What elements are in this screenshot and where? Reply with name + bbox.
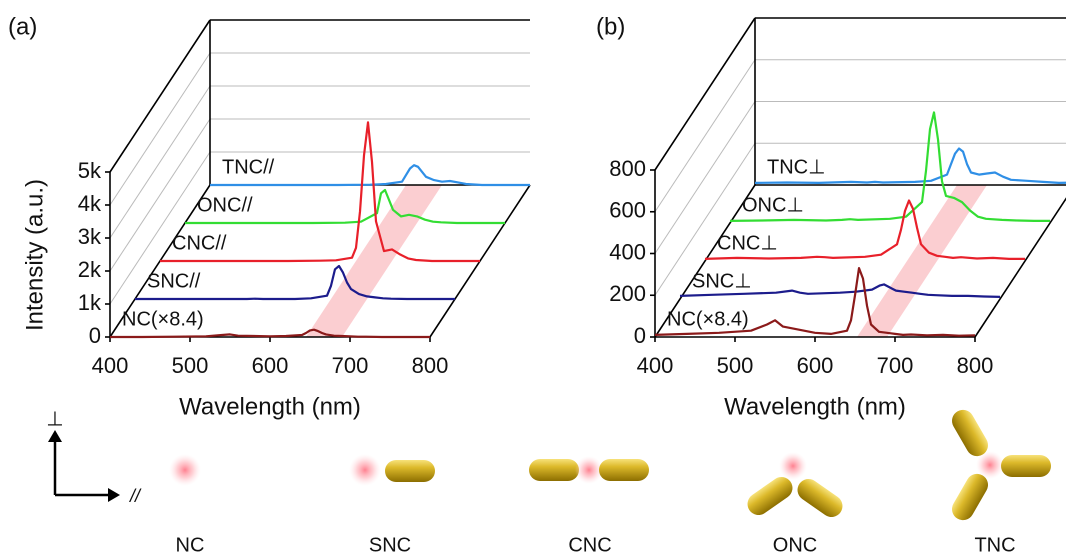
- grid-line: [655, 102, 755, 254]
- nc-sphere: [779, 452, 807, 480]
- structure-label: TNC: [974, 534, 1015, 555]
- x-tick-label: 400: [637, 353, 674, 378]
- series-label: SNC⊥: [692, 270, 752, 292]
- y-tick-label: 600: [609, 198, 646, 223]
- y-tick-label: 2k: [78, 257, 102, 282]
- grid-line: [655, 60, 755, 212]
- x-tick-label: 700: [877, 353, 914, 378]
- series-label: NC(×8.4): [667, 308, 749, 330]
- frame-edge: [655, 18, 755, 170]
- page: (a) (b) Intensity (a.u.) Wavelength (nm)…: [0, 0, 1066, 555]
- y-tick-label: 800: [609, 156, 646, 181]
- structure-label: CNC: [568, 534, 611, 555]
- structure-label: SNC: [369, 534, 411, 555]
- gold-rod: [385, 460, 435, 482]
- gold-rod: [793, 475, 847, 522]
- gold-rod: [599, 459, 649, 481]
- x-tick-label: 600: [252, 353, 289, 378]
- gold-rod: [743, 473, 797, 520]
- parallel-symbol: //: [128, 486, 142, 506]
- x-tick-label: 800: [957, 353, 994, 378]
- grid-line: [110, 86, 210, 238]
- y-axis-title: Intensity (a.u.): [21, 179, 48, 331]
- x-tick-label: 800: [412, 353, 449, 378]
- series-label: TNC⊥: [767, 156, 826, 178]
- spectrum-line: [110, 330, 430, 337]
- y-tick-label: 400: [609, 239, 646, 264]
- nc-sphere: [169, 454, 201, 486]
- x-tick-label: 400: [92, 353, 129, 378]
- nc-sphere: [349, 454, 381, 486]
- series-label: TNC//: [222, 156, 275, 178]
- y-tick-label: 0: [89, 323, 101, 348]
- x-axis-title: Wavelength (nm): [724, 393, 906, 420]
- y-tick-label: 200: [609, 281, 646, 306]
- gold-rod: [948, 470, 992, 524]
- x-axis-title: Wavelength (nm): [179, 393, 361, 420]
- gold-rod: [1001, 455, 1051, 477]
- gold-rod: [948, 406, 992, 460]
- arrow-head: [48, 430, 62, 442]
- figure: (a) (b) Intensity (a.u.) Wavelength (nm)…: [0, 0, 1066, 555]
- y-tick-label: 1k: [78, 290, 102, 315]
- panel-label: (a): [8, 13, 37, 40]
- structure-label: ONC: [773, 534, 817, 555]
- frame-edge: [110, 20, 210, 172]
- x-tick-label: 700: [332, 353, 369, 378]
- arrow-head: [108, 488, 120, 502]
- frame-edge: [975, 185, 1066, 337]
- x-tick-label: 500: [717, 353, 754, 378]
- x-tick-label: 500: [172, 353, 209, 378]
- series-label: ONC⊥: [742, 194, 804, 216]
- y-tick-label: 5k: [78, 158, 102, 183]
- grid-line: [110, 53, 210, 205]
- structure-label: NC: [176, 534, 205, 555]
- gold-rod: [529, 459, 579, 481]
- panel-label: (b): [596, 13, 625, 40]
- x-tick-label: 600: [797, 353, 834, 378]
- series-label: CNC⊥: [717, 232, 778, 254]
- perp-symbol: ⊥: [46, 408, 63, 430]
- nanostructures: [169, 406, 1051, 524]
- series-label: ONC//: [197, 194, 253, 216]
- series-label: CNC//: [172, 232, 227, 254]
- series-label: SNC//: [147, 270, 201, 292]
- axis-icon: ⊥ //: [46, 408, 142, 505]
- y-tick-label: 4k: [78, 191, 102, 216]
- series-label: NC(×8.4): [122, 308, 204, 330]
- nc-sphere: [575, 456, 603, 484]
- y-tick-label: 0: [634, 323, 646, 348]
- y-tick-label: 3k: [78, 224, 102, 249]
